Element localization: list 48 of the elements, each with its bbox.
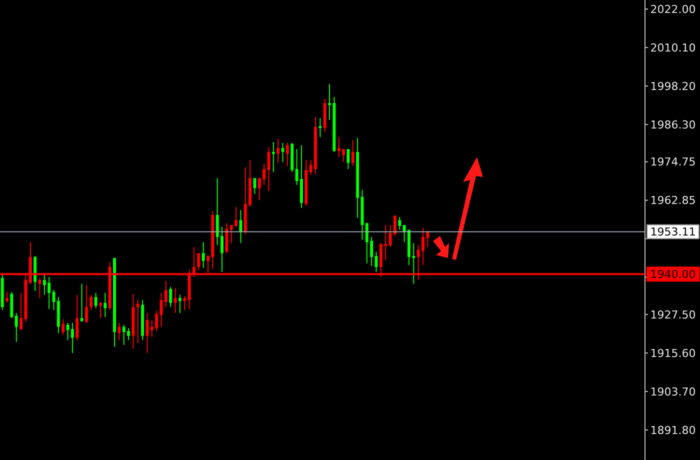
y-tick-label: 1986.30	[650, 118, 696, 132]
candlestick	[276, 138, 280, 164]
candlestick	[253, 178, 256, 194]
candlestick	[70, 322, 74, 354]
candlestick	[398, 216, 402, 230]
candlestick	[183, 296, 186, 311]
y-tick-label: 1974.75	[650, 156, 696, 169]
y-tick-label: 1998.20	[650, 80, 696, 93]
candlestick	[178, 294, 182, 314]
candlestick	[104, 292, 107, 318]
ref-line-label: 1940.00	[650, 268, 696, 281]
candlestick	[90, 294, 93, 311]
candlestick	[225, 222, 228, 254]
candlestick	[267, 146, 270, 192]
candlestick	[98, 301, 102, 319]
candlestick	[286, 142, 289, 167]
candlestick	[136, 299, 140, 344]
y-tick-label: 1891.80	[650, 424, 696, 437]
candlestick	[300, 144, 303, 208]
ref-line-label: 1953.11	[650, 226, 696, 239]
candlestick	[202, 242, 205, 268]
candlestick	[169, 286, 172, 308]
candlestick	[272, 141, 275, 172]
candlestick	[118, 322, 121, 341]
candlestick	[346, 148, 350, 170]
candlestick	[94, 292, 98, 309]
candlestick	[174, 288, 177, 314]
y-tick-label: 2010.10	[650, 41, 696, 54]
candlestick	[10, 291, 14, 319]
candlestick	[351, 139, 354, 167]
candlestick	[374, 251, 378, 272]
candlestick	[318, 117, 322, 138]
candlestick	[14, 312, 18, 343]
candlestick	[281, 142, 284, 162]
y-tick-label: 1962.85	[650, 194, 696, 208]
candlestick	[80, 283, 84, 322]
candlestick	[38, 278, 42, 299]
y-tick-label: 1903.70	[650, 385, 696, 398]
candlestick	[84, 284, 88, 324]
y-tick-label: 1915.60	[650, 346, 696, 360]
candlestick	[239, 210, 242, 244]
y-tick-label: 2022.00	[650, 2, 696, 16]
candlestick	[146, 312, 149, 354]
candlestick	[6, 291, 9, 304]
candlestick	[62, 318, 65, 336]
candlestick	[76, 294, 79, 341]
y-tick-label: 1927.50	[650, 308, 696, 322]
candlestick	[197, 252, 200, 270]
